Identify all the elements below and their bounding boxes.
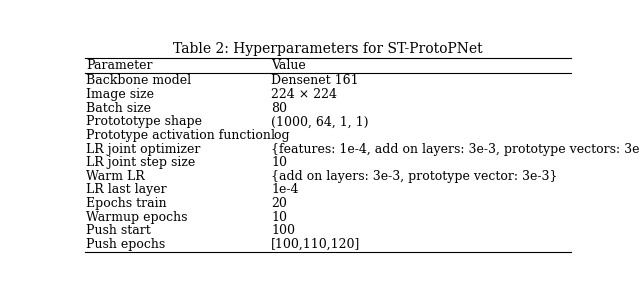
Text: Push start: Push start (86, 224, 150, 237)
Text: 20: 20 (271, 197, 287, 210)
Text: [100,110,120]: [100,110,120] (271, 238, 360, 251)
Text: {features: 1e-4, add on layers: 3e-3, prototype vectors: 3e-3}: {features: 1e-4, add on layers: 3e-3, pr… (271, 143, 640, 156)
Text: 10: 10 (271, 156, 287, 169)
Text: Parameter: Parameter (86, 59, 152, 72)
Text: Densenet 161: Densenet 161 (271, 74, 358, 87)
Text: {add on layers: 3e-3, prototype vector: 3e-3}: {add on layers: 3e-3, prototype vector: … (271, 170, 557, 183)
Text: Push epochs: Push epochs (86, 238, 165, 251)
Text: 100: 100 (271, 224, 295, 237)
Text: 80: 80 (271, 102, 287, 115)
Text: LR joint step size: LR joint step size (86, 156, 195, 169)
Text: 224 × 224: 224 × 224 (271, 88, 337, 101)
Text: Prototype activation function: Prototype activation function (86, 129, 271, 142)
Text: Epochs train: Epochs train (86, 197, 166, 210)
Text: Warmup epochs: Warmup epochs (86, 211, 188, 224)
Text: Backbone model: Backbone model (86, 74, 191, 87)
Text: Value: Value (271, 59, 306, 72)
Text: Batch size: Batch size (86, 102, 151, 115)
Text: 1e-4: 1e-4 (271, 183, 298, 196)
Text: LR joint optimizer: LR joint optimizer (86, 143, 200, 156)
Text: log: log (271, 129, 291, 142)
Text: Image size: Image size (86, 88, 154, 101)
Text: Protototype shape: Protototype shape (86, 115, 202, 128)
Text: 10: 10 (271, 211, 287, 224)
Text: Warm LR: Warm LR (86, 170, 145, 183)
Text: Table 2: Hyperparameters for ST-ProtoPNet: Table 2: Hyperparameters for ST-ProtoPNe… (173, 42, 483, 56)
Text: (1000, 64, 1, 1): (1000, 64, 1, 1) (271, 115, 369, 128)
Text: LR last layer: LR last layer (86, 183, 166, 196)
